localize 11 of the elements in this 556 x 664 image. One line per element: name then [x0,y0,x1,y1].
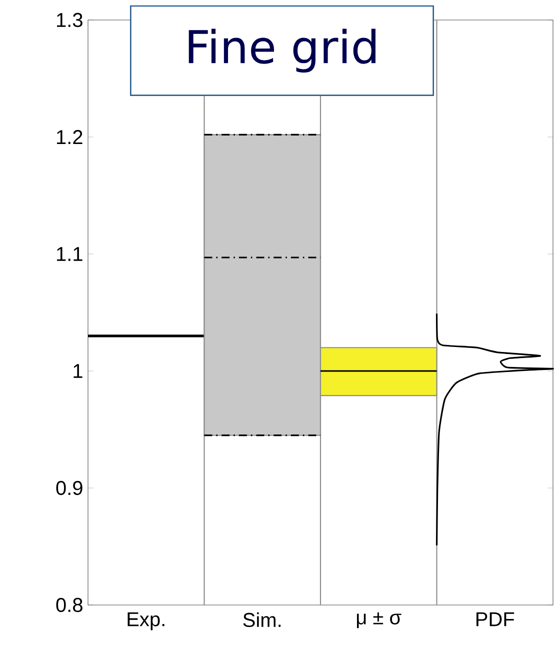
y-tick-label: 1.2 [57,130,82,144]
y-tick-label: 1.1 [57,247,82,261]
chart-title: Fine grid [188,28,376,73]
x-tick-label: μ ± σ [356,612,402,628]
y-tick-label: 1 [74,364,82,378]
x-tick-label: PDF [476,612,514,626]
x-tick-label: Sim. [243,612,281,628]
x-tick-label: Exp. [128,612,164,630]
y-tick-label: 0.8 [56,598,82,612]
y-tick-label: 1.3 [57,12,82,28]
y-tick-label: 0.9 [56,480,82,496]
